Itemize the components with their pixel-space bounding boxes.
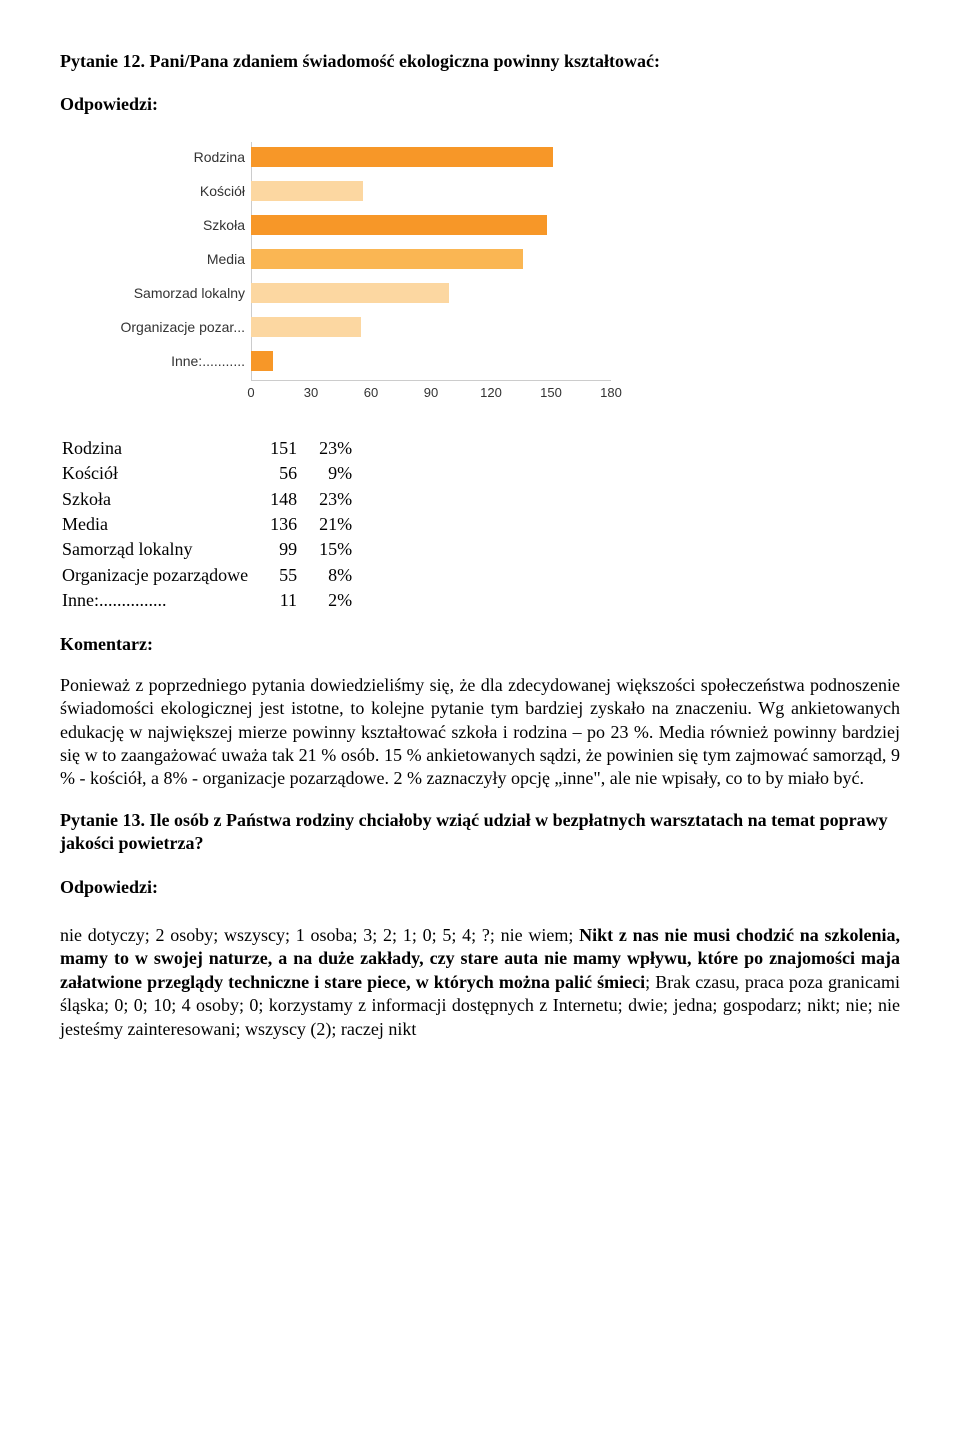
table-row: Rodzina15123% xyxy=(62,437,362,460)
table-row: Inne:...............112% xyxy=(62,589,362,612)
table-row: Szkoła14823% xyxy=(62,488,362,511)
table-pct: 15% xyxy=(309,538,362,561)
chart-category-label: Samorzad lokalny xyxy=(110,284,251,302)
chart-x-tick: 120 xyxy=(480,385,502,402)
chart-bar xyxy=(251,317,361,337)
table-pct: 23% xyxy=(309,437,362,460)
table-label: Szkoła xyxy=(62,488,258,511)
chart-row: Media xyxy=(110,244,630,274)
q13-title: Pytanie 13. Ile osób z Państwa rodziny c… xyxy=(60,809,900,856)
table-count: 56 xyxy=(260,462,307,485)
q12-chart: Rodzina Kościół Szkoła Media Samorzad lokaln… xyxy=(110,142,900,405)
chart-category-label: Kościół xyxy=(110,182,251,200)
table-count: 99 xyxy=(260,538,307,561)
table-row: Kościół569% xyxy=(62,462,362,485)
q12-komentarz-text: Ponieważ z poprzedniego pytania dowiedzi… xyxy=(60,674,900,791)
chart-row: Kościół xyxy=(110,176,630,206)
table-row: Media13621% xyxy=(62,513,362,536)
chart-x-tick: 150 xyxy=(540,385,562,402)
chart-row: Rodzina xyxy=(110,142,630,172)
chart-bar xyxy=(251,249,523,269)
q12-data-table: Rodzina15123%Kościół569%Szkoła14823%Medi… xyxy=(60,435,364,615)
table-count: 11 xyxy=(260,589,307,612)
chart-bar xyxy=(251,147,553,167)
table-label: Samorząd lokalny xyxy=(62,538,258,561)
chart-bar xyxy=(251,215,547,235)
chart-category-label: Media xyxy=(110,250,251,268)
table-count: 148 xyxy=(260,488,307,511)
table-count: 55 xyxy=(260,564,307,587)
table-label: Rodzina xyxy=(62,437,258,460)
chart-x-axis: 0306090120150180 xyxy=(251,380,611,405)
q13-answers-prefix: nie dotyczy; 2 osoby; wszyscy; 1 osoba; … xyxy=(60,925,579,945)
chart-category-label: Organizacje pozar... xyxy=(110,318,251,336)
chart-category-label: Inne:........... xyxy=(110,352,251,370)
chart-x-tick: 60 xyxy=(364,385,378,402)
table-label: Organizacje pozarządowe xyxy=(62,564,258,587)
table-row: Samorząd lokalny9915% xyxy=(62,538,362,561)
chart-row: Organizacje pozar... xyxy=(110,312,630,342)
chart-bar xyxy=(251,283,449,303)
chart-row: Szkoła xyxy=(110,210,630,240)
q12-answers-label: Odpowiedzi: xyxy=(60,93,900,116)
table-pct: 8% xyxy=(309,564,362,587)
q13-answers-text: nie dotyczy; 2 osoby; wszyscy; 1 osoba; … xyxy=(60,924,900,1041)
table-count: 136 xyxy=(260,513,307,536)
table-row: Organizacje pozarządowe558% xyxy=(62,564,362,587)
table-pct: 9% xyxy=(309,462,362,485)
q13-answers-label: Odpowiedzi: xyxy=(60,876,900,899)
chart-row: Inne:........... xyxy=(110,346,630,376)
q12-komentarz-label: Komentarz: xyxy=(60,633,900,656)
chart-category-label: Szkoła xyxy=(110,216,251,234)
table-label: Inne:............... xyxy=(62,589,258,612)
chart-row: Samorzad lokalny xyxy=(110,278,630,308)
q12-title: Pytanie 12. Pani/Pana zdaniem świadomość… xyxy=(60,50,900,73)
chart-bar xyxy=(251,351,273,371)
table-label: Kościół xyxy=(62,462,258,485)
chart-x-tick: 30 xyxy=(304,385,318,402)
chart-x-tick: 90 xyxy=(424,385,438,402)
table-pct: 23% xyxy=(309,488,362,511)
table-count: 151 xyxy=(260,437,307,460)
table-pct: 2% xyxy=(309,589,362,612)
table-pct: 21% xyxy=(309,513,362,536)
chart-x-tick: 0 xyxy=(247,385,254,402)
chart-category-label: Rodzina xyxy=(110,148,251,166)
chart-bar xyxy=(251,181,363,201)
chart-x-tick: 180 xyxy=(600,385,622,402)
table-label: Media xyxy=(62,513,258,536)
